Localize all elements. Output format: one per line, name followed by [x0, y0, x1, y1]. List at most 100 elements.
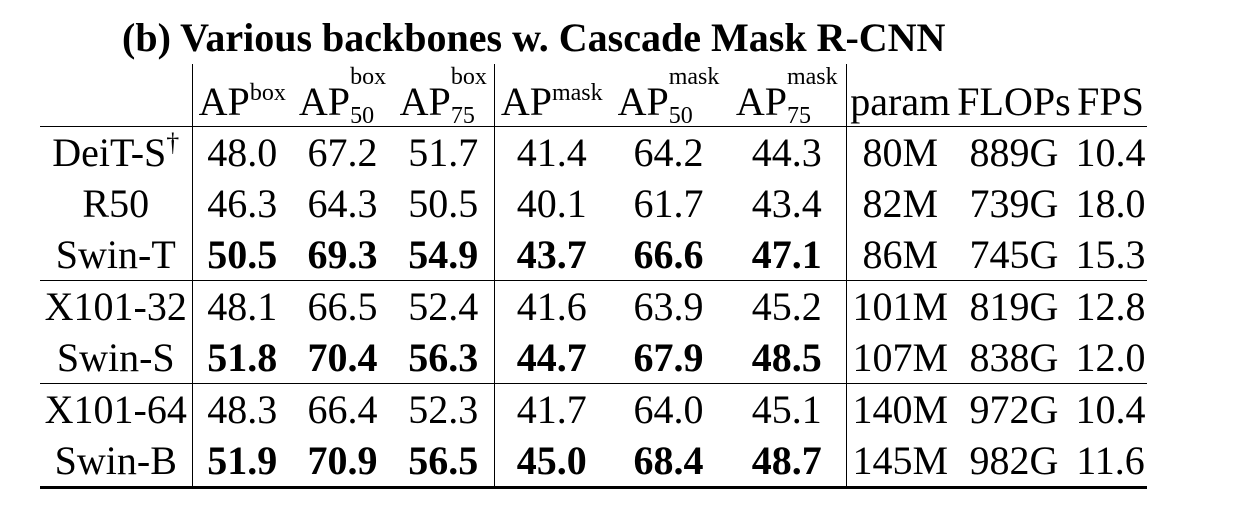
- col-header-base: AP: [198, 79, 250, 124]
- col-header-scripts: maskmask50: [669, 65, 720, 128]
- table-cell: 48.1: [191, 280, 292, 332]
- col-header-base: AP: [399, 79, 451, 124]
- table-cell: 10.4: [1074, 383, 1147, 435]
- dagger-mark: †: [166, 128, 180, 158]
- col-header-base: AP: [500, 79, 552, 124]
- row-backbone-name: Swin-S: [40, 332, 192, 384]
- table-cell: 45.2: [728, 280, 846, 332]
- col-header-sup: box: [350, 64, 387, 90]
- table-cell: 86M: [845, 229, 954, 281]
- table-row: R50 46.3 64.3 50.5 40.1 61.7 43.4 82M 739G 18.0: [40, 178, 1147, 229]
- table-cell: 41.6: [493, 280, 609, 332]
- table-cell: 10.4: [1074, 126, 1147, 178]
- table-cell: 48.5: [751, 334, 822, 380]
- col-header: FLOPs: [954, 64, 1074, 127]
- header-corner: [40, 64, 192, 127]
- table-cell: 12.0: [1075, 334, 1146, 380]
- table-cell: 889G: [954, 126, 1074, 178]
- table-cell: 48.0: [191, 126, 292, 178]
- col-header-sup: box: [450, 64, 487, 90]
- table-cell: 18.0: [1075, 180, 1146, 226]
- results-table: APbox APboxbox50 APboxbox75 APmask APmas…: [40, 64, 1147, 489]
- backbone-label: Swin-T: [55, 231, 176, 277]
- table-cell: 69.3: [307, 231, 378, 277]
- col-header-base: FLOPs: [957, 79, 1071, 124]
- table-cell: 48.3: [191, 383, 292, 435]
- table-cell: 41.4: [493, 126, 609, 178]
- col-header-sup: mask: [786, 64, 838, 90]
- table-cell: 140M: [845, 383, 954, 435]
- table-cell: 145M: [845, 435, 954, 489]
- col-header-base: FPS: [1077, 79, 1144, 124]
- table-cell: 64.0: [609, 383, 728, 435]
- table-cell: 50.5: [408, 180, 479, 226]
- table-cell: 66.5: [292, 280, 393, 332]
- table-cell: 61.7: [633, 180, 704, 226]
- col-header: APmaskmask75: [728, 64, 846, 129]
- col-header: FPS: [1074, 64, 1147, 127]
- table-cell: 101M: [845, 280, 954, 332]
- table-cell: 819G: [954, 280, 1074, 332]
- table-cell: 54.9: [408, 231, 479, 277]
- table-cell: 40.1: [493, 178, 609, 229]
- col-header: APbox: [191, 64, 292, 127]
- col-header: APmaskmask50: [609, 64, 728, 128]
- backbone-label: X101-32: [44, 283, 187, 329]
- table-cell: 67.9: [633, 334, 704, 380]
- table-cell: 44.3: [728, 126, 846, 178]
- table-cell: 63.9: [609, 280, 728, 332]
- col-header-scripts: boxbox75: [451, 65, 487, 128]
- table-cell: 64.3: [307, 180, 378, 226]
- table-cell: 45.0: [493, 435, 609, 489]
- table-cell: 47.1: [751, 231, 822, 277]
- table-cell: 82M: [845, 178, 954, 229]
- col-header-base: param: [850, 79, 951, 124]
- table-cell: 48.7: [728, 435, 846, 489]
- col-header-base: AP: [298, 79, 351, 124]
- table-cell: 80M: [845, 126, 954, 178]
- row-backbone-name: X101-32: [40, 280, 192, 332]
- col-header-sup: box: [249, 80, 286, 107]
- table-cell: 44.7: [493, 332, 609, 384]
- table-cell: 51.8: [191, 332, 292, 384]
- table-cell: 745G: [969, 231, 1059, 277]
- table-cell: 51.9: [191, 435, 292, 489]
- table-caption: (b) Various backbones w. Cascade Mask R-…: [122, 15, 946, 60]
- row-backbone-name: R50: [40, 178, 192, 229]
- table-row: X101-64 48.3 66.4 52.3 41.7 64.0 45.1 140M 972G 1…: [40, 383, 1147, 435]
- col-header: APboxbox50: [292, 64, 393, 128]
- col-header-sub: 75: [450, 103, 475, 129]
- table-cell: 43.4: [751, 180, 822, 226]
- backbone-label: DeiT-S: [52, 129, 167, 175]
- table-cell: 15.3: [1075, 231, 1146, 277]
- table-cell: 70.4: [307, 334, 378, 380]
- col-header-sub: 75: [786, 103, 811, 129]
- backbone-label: X101-64: [44, 386, 187, 432]
- table-cell: 66.4: [292, 383, 393, 435]
- table-cell: 12.8: [1074, 280, 1147, 332]
- header-row: APbox APboxbox50 APboxbox75 APmask APmas…: [40, 64, 1147, 129]
- col-header-sup: mask: [551, 80, 603, 107]
- table-row: X101-32 48.1 66.5 52.4 41.6 63.9 45.2 101M 819G 1…: [40, 280, 1147, 332]
- table-cell: 68.4: [609, 435, 728, 489]
- table-cell: 66.6: [633, 231, 704, 277]
- col-header-sub: 50: [668, 103, 693, 129]
- backbone-label: Swin-S: [56, 334, 175, 380]
- table-cell: 64.2: [609, 126, 728, 178]
- table-cell: 52.4: [393, 280, 494, 332]
- col-header: APboxbox75: [393, 64, 494, 128]
- row-backbone-name: Swin-B: [40, 435, 192, 489]
- table-cell: 50.5: [191, 229, 292, 281]
- table-cell: 46.3: [191, 178, 292, 229]
- row-backbone-name: X101-64: [40, 383, 192, 435]
- col-header: APmask: [493, 64, 609, 127]
- table-cell: 972G: [954, 383, 1074, 435]
- table-cell: 56.3: [408, 334, 479, 380]
- table-cell: 982G: [954, 435, 1074, 489]
- table-cell: 52.3: [393, 383, 494, 435]
- table-row: DeiT-S† 48.0 67.2 51.7 41.4 64.2 44.3 80M 889G 10…: [40, 126, 1147, 178]
- table-row: Swin-T 50.5 69.3 54.9 43.7 66.6 47.1 86M 745G 15.…: [40, 229, 1147, 281]
- col-header-base: AP: [735, 79, 787, 124]
- col-header: param: [845, 64, 954, 127]
- table-cell: 45.1: [728, 383, 846, 435]
